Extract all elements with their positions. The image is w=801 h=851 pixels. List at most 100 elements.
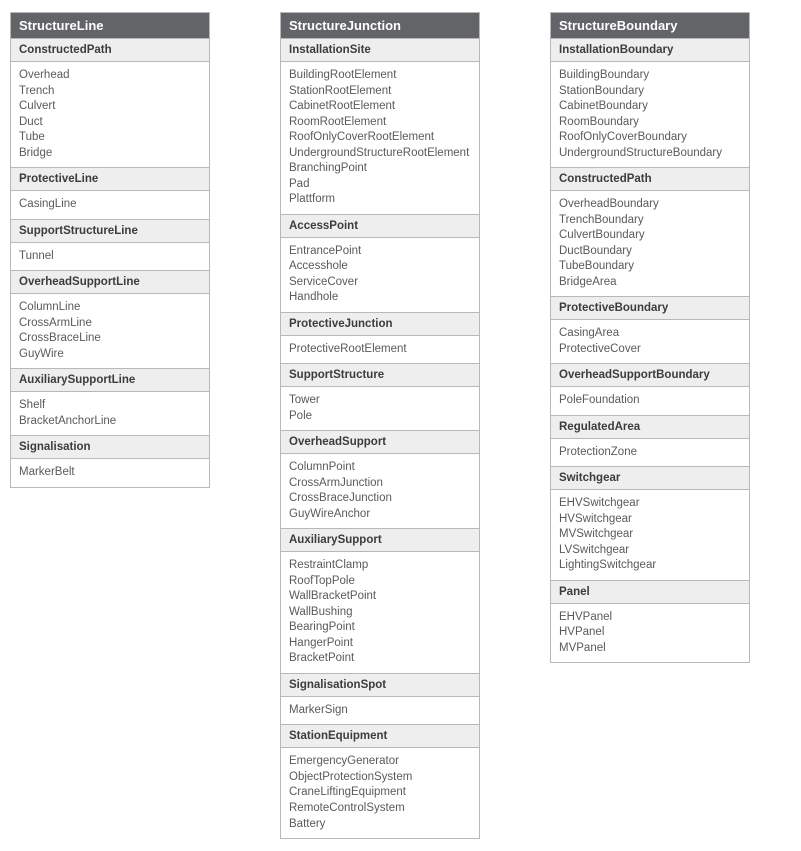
list-item: MarkerBelt — [19, 465, 201, 481]
list-item: RoofOnlyCoverRootElement — [289, 130, 471, 146]
list-item: RoomRootElement — [289, 115, 471, 131]
list-item: Tunnel — [19, 249, 201, 265]
list-item: BridgeArea — [559, 275, 741, 291]
list-item: Tube — [19, 130, 201, 146]
section-items: EntrancePoint Accesshole ServiceCover Ha… — [281, 238, 479, 312]
section-items: Shelf BracketAnchorLine — [11, 392, 209, 435]
list-item: GuyWireAnchor — [289, 507, 471, 523]
list-item: TubeBoundary — [559, 259, 741, 275]
list-item: Accesshole — [289, 259, 471, 275]
list-item: BearingPoint — [289, 620, 471, 636]
list-item: Shelf — [19, 398, 201, 414]
list-item: CrossBraceJunction — [289, 491, 471, 507]
list-item: CabinetBoundary — [559, 99, 741, 115]
list-item: Trench — [19, 84, 201, 100]
list-item: Pad — [289, 177, 471, 193]
section-items: MarkerBelt — [11, 459, 209, 487]
list-item: Plattform — [289, 192, 471, 208]
list-item: RoofOnlyCoverBoundary — [559, 130, 741, 146]
section-header: ConstructedPath — [551, 167, 749, 191]
section-header: OverheadSupport — [281, 430, 479, 454]
list-item: HVSwitchgear — [559, 512, 741, 528]
list-item: RoomBoundary — [559, 115, 741, 131]
list-item: MVPanel — [559, 641, 741, 657]
section-items: EmergencyGenerator ObjectProtectionSyste… — [281, 748, 479, 838]
list-item: Pole — [289, 409, 471, 425]
section-items: Tunnel — [11, 243, 209, 271]
section-items: BuildingRootElement StationRootElement C… — [281, 62, 479, 214]
list-item: CulvertBoundary — [559, 228, 741, 244]
section-items: ProtectiveRootElement — [281, 336, 479, 364]
list-item: EntrancePoint — [289, 244, 471, 260]
list-item: ServiceCover — [289, 275, 471, 291]
list-item: BuildingBoundary — [559, 68, 741, 84]
list-item: Overhead — [19, 68, 201, 84]
section-header: StationEquipment — [281, 724, 479, 748]
list-item: OverheadBoundary — [559, 197, 741, 213]
list-item: StationBoundary — [559, 84, 741, 100]
section-items: MarkerSign — [281, 697, 479, 725]
column-structurejunction: StructureJunction InstallationSite Build… — [280, 12, 480, 839]
list-item: MarkerSign — [289, 703, 471, 719]
section-header: SignalisationSpot — [281, 673, 479, 697]
list-item: EHVPanel — [559, 610, 741, 626]
section-header: Signalisation — [11, 435, 209, 459]
list-item: Handhole — [289, 290, 471, 306]
section-items: CasingArea ProtectiveCover — [551, 320, 749, 363]
section-header: SupportStructureLine — [11, 219, 209, 243]
list-item: Tower — [289, 393, 471, 409]
section-items: CasingLine — [11, 191, 209, 219]
column-structureline: StructureLine ConstructedPath Overhead T… — [10, 12, 210, 488]
list-item: UndergroundStructureBoundary — [559, 146, 741, 162]
column-title: StructureLine — [11, 13, 209, 39]
list-item: ProtectiveCover — [559, 342, 741, 358]
list-item: CrossArmJunction — [289, 476, 471, 492]
list-item: ProtectionZone — [559, 445, 741, 461]
list-item: DuctBoundary — [559, 244, 741, 260]
list-item: WallBracketPoint — [289, 589, 471, 605]
list-item: StationRootElement — [289, 84, 471, 100]
section-items: EHVPanel HVPanel MVPanel — [551, 604, 749, 663]
section-items: Tower Pole — [281, 387, 479, 430]
list-item: ProtectiveRootElement — [289, 342, 471, 358]
list-item: RestraintClamp — [289, 558, 471, 574]
list-item: UndergroundStructureRootElement — [289, 146, 471, 162]
section-items: RestraintClamp RoofTopPole WallBracketPo… — [281, 552, 479, 673]
column-title: StructureJunction — [281, 13, 479, 39]
section-items: EHVSwitchgear HVSwitchgear MVSwitchgear … — [551, 490, 749, 580]
diagram-page: StructureLine ConstructedPath Overhead T… — [10, 12, 791, 839]
list-item: HVPanel — [559, 625, 741, 641]
section-header: AuxiliarySupportLine — [11, 368, 209, 392]
list-item: TrenchBoundary — [559, 213, 741, 229]
column-structureboundary: StructureBoundary InstallationBoundary B… — [550, 12, 750, 663]
list-item: Duct — [19, 115, 201, 131]
list-item: BuildingRootElement — [289, 68, 471, 84]
list-item: HangerPoint — [289, 636, 471, 652]
list-item: BracketAnchorLine — [19, 414, 201, 430]
list-item: Culvert — [19, 99, 201, 115]
list-item: CabinetRootElement — [289, 99, 471, 115]
section-items: ProtectionZone — [551, 439, 749, 467]
list-item: CasingLine — [19, 197, 201, 213]
list-item: BracketPoint — [289, 651, 471, 667]
list-item: EmergencyGenerator — [289, 754, 471, 770]
section-items: ColumnLine CrossArmLine CrossBraceLine G… — [11, 294, 209, 368]
section-header: ProtectiveLine — [11, 167, 209, 191]
section-items: ColumnPoint CrossArmJunction CrossBraceJ… — [281, 454, 479, 528]
list-item: CraneLiftingEquipment — [289, 785, 471, 801]
section-header: ConstructedPath — [11, 39, 209, 62]
section-header: Switchgear — [551, 466, 749, 490]
section-header: Panel — [551, 580, 749, 604]
list-item: Battery — [289, 817, 471, 833]
list-item: GuyWire — [19, 347, 201, 363]
list-item: MVSwitchgear — [559, 527, 741, 543]
section-header: ProtectiveJunction — [281, 312, 479, 336]
section-header: OverheadSupportLine — [11, 270, 209, 294]
section-header: OverheadSupportBoundary — [551, 363, 749, 387]
section-header: AuxiliarySupport — [281, 528, 479, 552]
list-item: PoleFoundation — [559, 393, 741, 409]
section-items: Overhead Trench Culvert Duct Tube Bridge — [11, 62, 209, 167]
list-item: CrossArmLine — [19, 316, 201, 332]
column-title: StructureBoundary — [551, 13, 749, 39]
section-items: BuildingBoundary StationBoundary Cabinet… — [551, 62, 749, 167]
